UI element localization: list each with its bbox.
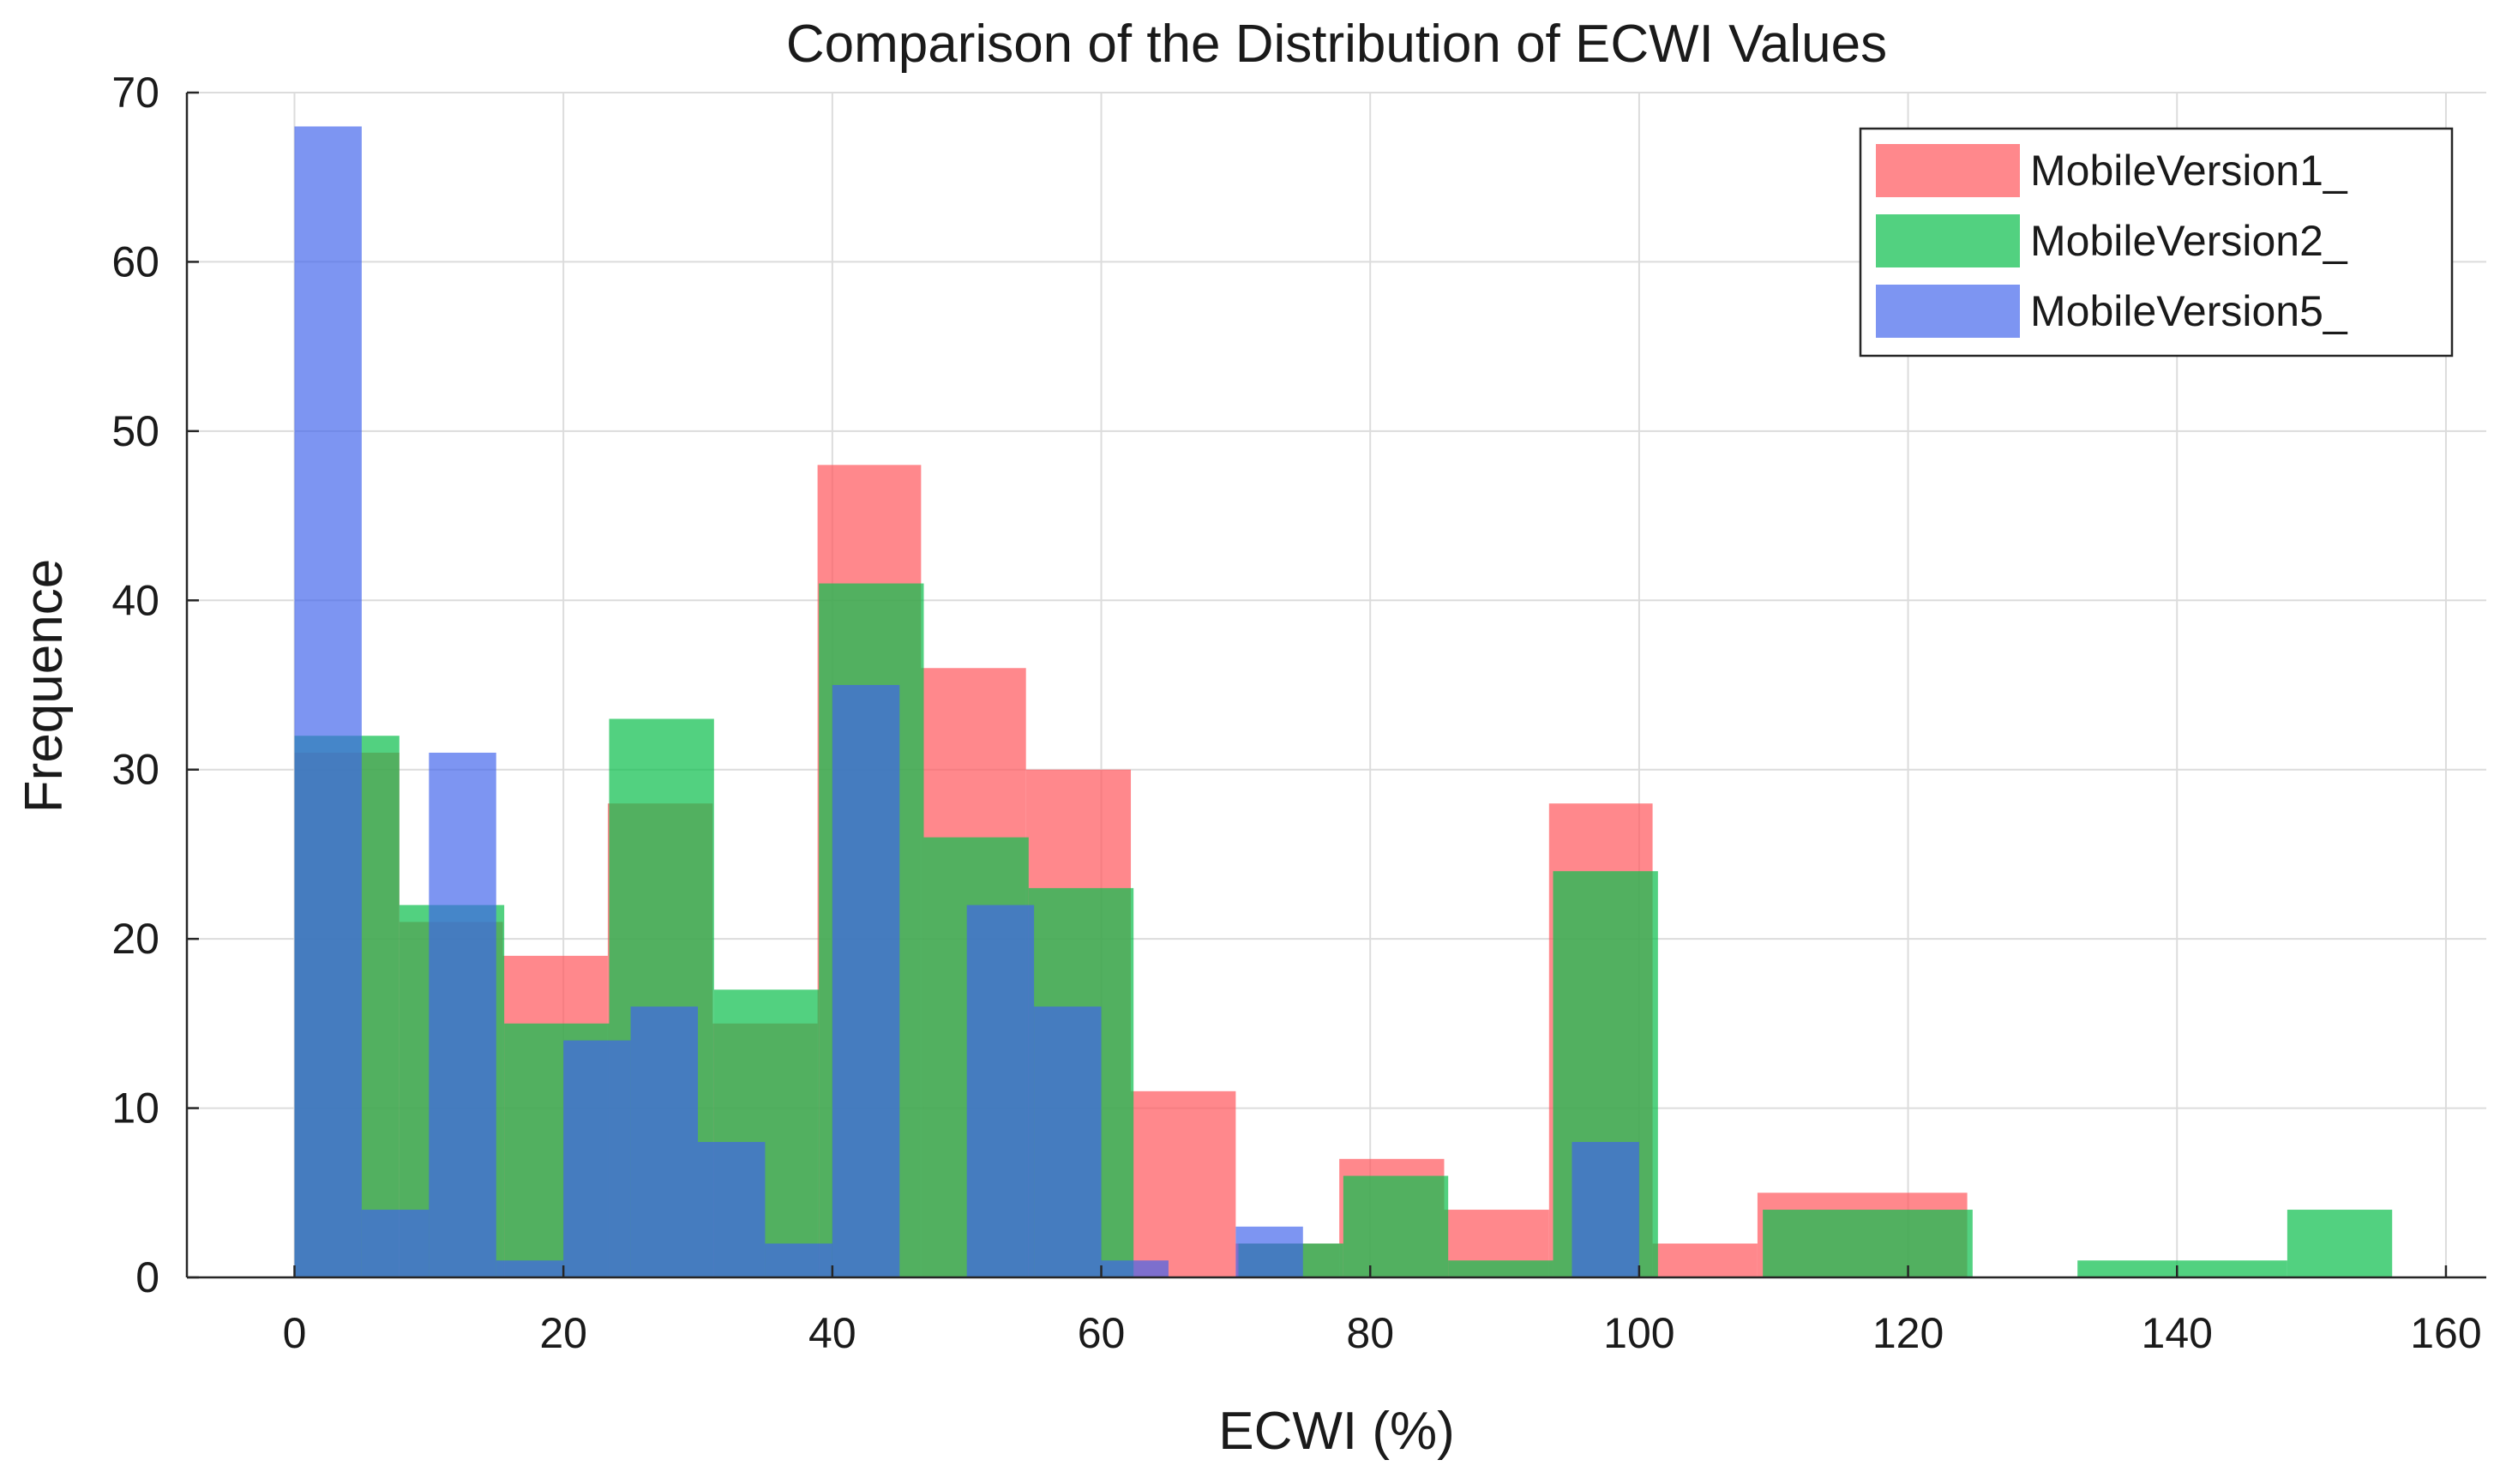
histogram-bar bbox=[496, 1260, 564, 1277]
histogram-bar bbox=[1034, 1006, 1102, 1277]
histogram-bar bbox=[630, 1006, 698, 1277]
histogram-bar bbox=[698, 1142, 766, 1277]
histogram-bar bbox=[1235, 1226, 1303, 1277]
legend-swatch bbox=[1876, 214, 2020, 267]
legend-label: MobileVersion1_ bbox=[2030, 147, 2348, 195]
legend-label: MobileVersion5_ bbox=[2030, 287, 2348, 335]
x-tick-label: 80 bbox=[1346, 1309, 1394, 1357]
chart-title: Comparison of the Distribution of ECWI V… bbox=[786, 15, 1887, 74]
histogram-bar bbox=[2287, 1210, 2393, 1277]
histogram-bar bbox=[1763, 1210, 1973, 1277]
histogram-bar bbox=[1343, 1175, 1449, 1277]
x-tick-label: 160 bbox=[2410, 1309, 2481, 1357]
y-tick-label: 70 bbox=[111, 69, 159, 117]
x-tick-label: 40 bbox=[808, 1309, 856, 1357]
histogram-bar bbox=[1101, 1260, 1169, 1277]
x-tick-label: 100 bbox=[1603, 1309, 1674, 1357]
histogram-bar bbox=[563, 1040, 631, 1277]
histogram-bar bbox=[1131, 1090, 1236, 1277]
histogram-bar bbox=[361, 1210, 430, 1277]
histogram-bar bbox=[429, 752, 496, 1277]
x-tick-label: 0 bbox=[283, 1309, 307, 1357]
histogram-bar bbox=[765, 1243, 832, 1277]
legend-swatch bbox=[1876, 285, 2020, 338]
x-tick-label: 140 bbox=[2142, 1309, 2213, 1357]
x-tick-label: 60 bbox=[1078, 1309, 1126, 1357]
series-3-bars bbox=[294, 126, 1639, 1277]
histogram-bar bbox=[966, 904, 1035, 1277]
histogram-bar bbox=[832, 685, 900, 1277]
y-axis-title: Frequence bbox=[15, 559, 74, 813]
x-tick-label: 120 bbox=[1872, 1309, 1944, 1357]
histogram-bar bbox=[1652, 1243, 1758, 1277]
y-tick-label: 50 bbox=[111, 407, 159, 455]
y-tick-label: 60 bbox=[111, 237, 159, 285]
y-tick-label: 40 bbox=[111, 576, 159, 624]
x-axis-title: ECWI (%) bbox=[1218, 1402, 1455, 1461]
y-tick-label: 10 bbox=[111, 1084, 159, 1133]
histogram-bar bbox=[2077, 1260, 2287, 1277]
legend-swatch bbox=[1876, 144, 2020, 197]
y-tick-label: 0 bbox=[135, 1253, 159, 1301]
y-tick-label: 30 bbox=[111, 746, 159, 794]
tick-labels: 0 10 20 30 40 50 60 70 0 20 40 60 80 100 120 140 160 bbox=[111, 69, 2481, 1357]
histogram-bar bbox=[1448, 1260, 1553, 1277]
axes bbox=[185, 91, 2486, 1279]
legend: MobileVersion1_ MobileVersion2_ MobileVers… bbox=[1859, 127, 2454, 357]
y-tick-label: 20 bbox=[111, 915, 159, 963]
histogram-bars bbox=[294, 126, 2393, 1277]
legend-label: MobileVersion2_ bbox=[2030, 217, 2348, 265]
histogram-bar bbox=[294, 126, 362, 1277]
histogram-bar bbox=[1572, 1142, 1639, 1277]
x-tick-label: 20 bbox=[539, 1309, 587, 1357]
